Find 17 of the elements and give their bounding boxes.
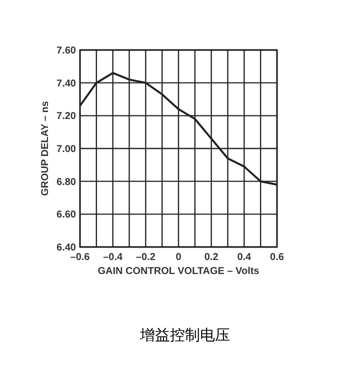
x-tick-label: 0.4: [237, 252, 252, 263]
y-tick-label: 6.60: [56, 210, 76, 221]
y-tick-label: 7.20: [56, 111, 76, 122]
x-tick-label: 0.6: [270, 252, 284, 263]
x-axis-title: GAIN CONTROL VOLTAGE – Volts: [98, 266, 260, 277]
x-tick-label: –0.2: [136, 252, 156, 263]
y-tick-label: 6.40: [56, 242, 76, 254]
y-tick-label: 6.80: [56, 176, 76, 188]
x-tick-label: 0.2: [204, 252, 219, 263]
y-tick-label: 7.40: [56, 78, 76, 90]
x-tick-label: 0: [176, 252, 182, 263]
x-tick-label: –0.4: [103, 252, 123, 263]
y-tick-label: 7.00: [56, 144, 76, 155]
y-axis-title: GROUP DELAY – ns: [40, 100, 51, 196]
x-tick-label: –0.6: [70, 252, 90, 263]
text: 增益控制电压: [139, 327, 230, 344]
y-tick-label: 7.60: [56, 46, 76, 56]
